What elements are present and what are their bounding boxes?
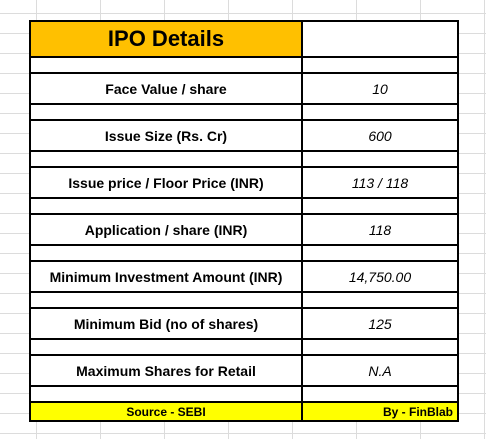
row-value[interactable]: 14,750.00 <box>301 260 459 293</box>
table-row: Maximum Shares for Retail N.A <box>29 354 459 387</box>
spacer-row <box>29 197 459 215</box>
spacer-row <box>29 103 459 121</box>
table-row: Issue Size (Rs. Cr) 600 <box>29 119 459 152</box>
spacer-row <box>29 244 459 262</box>
row-label[interactable]: Issue price / Floor Price (INR) <box>29 166 303 199</box>
spacer-row <box>29 56 459 74</box>
table-row: Issue price / Floor Price (INR) 113 / 11… <box>29 166 459 199</box>
ipo-details-table: IPO Details Face Value / share 10 Issue … <box>29 20 459 422</box>
title-empty-cell[interactable] <box>301 20 459 58</box>
table-row: Face Value / share 10 <box>29 72 459 105</box>
spacer-row <box>29 338 459 356</box>
footer-row: Source - SEBI By - FinBlab <box>29 401 459 422</box>
row-value[interactable]: 125 <box>301 307 459 340</box>
row-value[interactable]: 600 <box>301 119 459 152</box>
spacer-row <box>29 291 459 309</box>
row-label[interactable]: Application / share (INR) <box>29 213 303 246</box>
row-value[interactable]: N.A <box>301 354 459 387</box>
credit-cell[interactable]: By - FinBlab <box>301 401 459 422</box>
row-label[interactable]: Face Value / share <box>29 72 303 105</box>
spacer-row <box>29 385 459 403</box>
row-label[interactable]: Maximum Shares for Retail <box>29 354 303 387</box>
table-row: Minimum Investment Amount (INR) 14,750.0… <box>29 260 459 293</box>
title-row: IPO Details <box>29 20 459 58</box>
table-row: Minimum Bid (no of shares) 125 <box>29 307 459 340</box>
row-label[interactable]: Minimum Bid (no of shares) <box>29 307 303 340</box>
row-label[interactable]: Minimum Investment Amount (INR) <box>29 260 303 293</box>
table-row: Application / share (INR) 118 <box>29 213 459 246</box>
source-cell[interactable]: Source - SEBI <box>29 401 303 422</box>
spacer-row <box>29 150 459 168</box>
row-label[interactable]: Issue Size (Rs. Cr) <box>29 119 303 152</box>
row-value[interactable]: 118 <box>301 213 459 246</box>
row-value[interactable]: 10 <box>301 72 459 105</box>
table-title[interactable]: IPO Details <box>29 20 303 58</box>
row-value[interactable]: 113 / 118 <box>301 166 459 199</box>
